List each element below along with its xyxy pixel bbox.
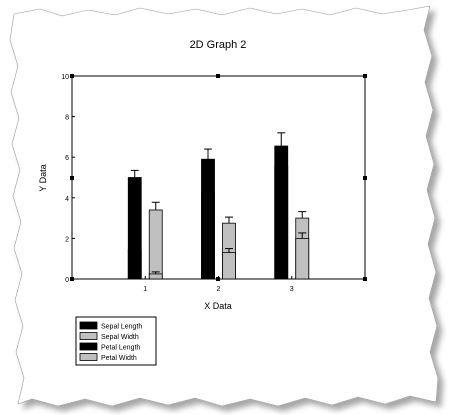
selection-handle-top-middle[interactable]: [216, 74, 220, 78]
selection-handle-left-middle[interactable]: [70, 176, 74, 180]
y-tick-label: 8: [65, 115, 69, 122]
y-tick-label: 2: [65, 236, 69, 243]
bar-series-group: [127, 132, 310, 280]
bar-petal-length: [127, 249, 142, 280]
y-axis-label: Y Data: [38, 164, 48, 191]
legend-label: Petal Width: [101, 355, 137, 362]
x-tick-label: 1: [143, 286, 147, 293]
x-tick-label: 2: [217, 286, 221, 293]
y-tick-label: 4: [65, 196, 69, 203]
bar-petal-width: [222, 252, 236, 280]
x-axis: 1 2 3: [143, 276, 294, 293]
selection-handle-top-right[interactable]: [363, 74, 367, 78]
legend-swatch-petal-width: [79, 353, 98, 361]
chart-title: 2D Graph 2: [190, 39, 247, 51]
y-tick-label: 10: [61, 74, 69, 81]
bar-petal-length: [201, 192, 215, 280]
bar-petal-width: [148, 273, 163, 280]
y-axis: 0 2 4 6 8 10: [61, 74, 75, 284]
legend-label: Sepal Width: [101, 334, 139, 341]
torn-paper-page: [9, 5, 439, 407]
bar-sepal-width: [148, 209, 163, 280]
legend-swatch-petal-length: [79, 342, 98, 351]
x-axis-label: X Data: [204, 301, 232, 311]
x-tick-label: 3: [290, 286, 294, 293]
bar-petal-width: [295, 237, 310, 280]
legend-label: Petal Length: [101, 345, 140, 352]
y-tick-label: 6: [65, 155, 69, 162]
legend-label: Sepal Length: [101, 324, 142, 331]
legend-swatch-sepal-width: [79, 332, 98, 340]
legend: Sepal Length Sepal Width Petal Length Petal…: [75, 316, 157, 366]
selection-handle-right-middle[interactable]: [363, 176, 367, 180]
bar-petal-length: [274, 165, 289, 280]
legend-swatch-sepal-length: [79, 321, 98, 330]
y-tick-label: 0: [65, 277, 69, 284]
selection-handle-bottom-right[interactable]: [363, 277, 367, 281]
